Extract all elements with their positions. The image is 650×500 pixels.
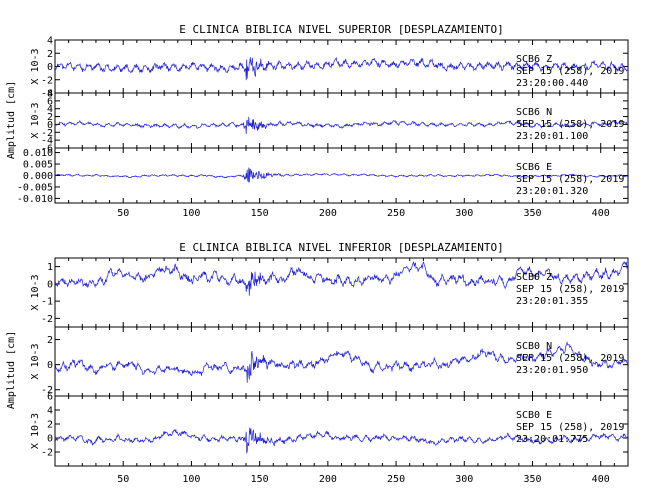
seismic-trace [54,341,629,383]
y-tick-label: 2 [47,49,53,60]
x-tick-label: 250 [387,474,405,485]
x-tick-label: 200 [319,474,337,485]
y-tick-label: 0 [47,360,53,371]
x-tick-label: 350 [523,208,541,219]
chart-group-1: E CLINICA BIBLICA NIVEL SUPERIOR [DESPLA… [6,23,629,219]
y-tick-label: 0 [47,434,53,445]
chart-title: E CLINICA BIBLICA NIVEL INFERIOR [DESPLA… [179,241,504,254]
seismic-trace [54,57,629,81]
y-tick-label: 2 [47,420,53,431]
x-tick-label: 150 [251,208,269,219]
station-time-label: 23:20:01.100 [516,131,588,142]
y-tick-label: -4 [41,89,53,100]
chart-group-2: E CLINICA BIBLICA NIVEL INFERIOR [DESPLA… [6,241,629,485]
y-tick-label: 4 [47,406,53,417]
station-date-label: SEP 15 (258), 2019 [516,66,624,77]
y-tick-label: -0.005 [17,182,53,193]
scale-label: X 10-3 [30,102,41,138]
station-time-label: 23:20:00.440 [516,78,588,89]
x-tick-label: 350 [523,474,541,485]
scale-label: X 10-3 [30,48,41,84]
station-date-label: SEP 15 (258), 2019 [516,284,624,295]
y-tick-label: -4 [41,136,53,147]
y-tick-label: 2 [47,112,53,123]
station-component-label: SCB6 N [516,107,552,118]
x-tick-label: 150 [251,474,269,485]
station-time-label: 23:20:01.775 [516,434,588,445]
y-tick-label: 4 [47,36,53,47]
y-tick-label: -2 [41,385,53,396]
y-tick-label: 0 [47,279,53,290]
y-tick-label: 6 [47,392,53,403]
station-time-label: 23:20:01.950 [516,365,588,376]
y-axis-label: Amplitud [cm] [6,81,17,159]
y-tick-label: 1 [47,262,53,273]
station-time-label: 23:20:01.355 [516,296,588,307]
y-tick-label: -1 [41,297,53,308]
y-tick-label: 4 [47,104,53,115]
station-date-label: SEP 15 (258), 2019 [516,353,624,364]
scale-label: X 10-3 [30,343,41,379]
y-tick-label: -2 [41,128,53,139]
station-component-label: SCB6 E [516,162,552,173]
y-tick-label: 0.000 [23,171,53,182]
x-tick-label: 50 [117,474,129,485]
y-tick-label: -2 [41,448,53,459]
seismic-trace [54,116,629,134]
scale-label: X 10-3 [30,274,41,310]
y-tick-label: 6 [47,96,53,107]
station-component-label: SCB0 E [516,410,552,421]
y-tick-label: 8 [47,89,53,100]
station-component-label: SCB0 Z [516,272,552,283]
y-tick-label: 0.010 [23,148,53,159]
x-tick-label: 400 [592,208,610,219]
station-date-label: SEP 15 (258), 2019 [516,119,624,130]
x-tick-label: 200 [319,208,337,219]
chart-title: E CLINICA BIBLICA NIVEL SUPERIOR [DESPLA… [179,23,504,36]
y-tick-label: -0.010 [17,194,53,205]
x-tick-label: 100 [182,208,200,219]
scale-label: X 10-3 [30,413,41,449]
station-date-label: SEP 15 (258), 2019 [516,422,624,433]
y-tick-label: -2 [41,75,53,86]
x-tick-label: 300 [455,208,473,219]
x-tick-label: 50 [117,208,129,219]
station-component-label: SCB0 N [516,341,552,352]
station-date-label: SEP 15 (258), 2019 [516,174,624,185]
x-tick-label: 400 [592,474,610,485]
y-tick-label: 0 [47,62,53,73]
seismic-trace [54,427,629,454]
seismic-trace [54,167,629,183]
x-tick-label: 300 [455,474,473,485]
y-tick-label: -6 [41,144,53,155]
y-tick-label: 2 [47,335,53,346]
x-tick-label: 100 [182,474,200,485]
y-tick-label: 0.005 [23,160,53,171]
x-tick-label: 250 [387,208,405,219]
station-time-label: 23:20:01.320 [516,186,588,197]
seismic-trace [54,261,629,296]
y-axis-label: Amplitud [cm] [6,331,17,409]
station-component-label: SCB6 Z [516,54,552,65]
y-tick-label: 0 [47,120,53,131]
y-tick-label: -2 [41,314,53,325]
